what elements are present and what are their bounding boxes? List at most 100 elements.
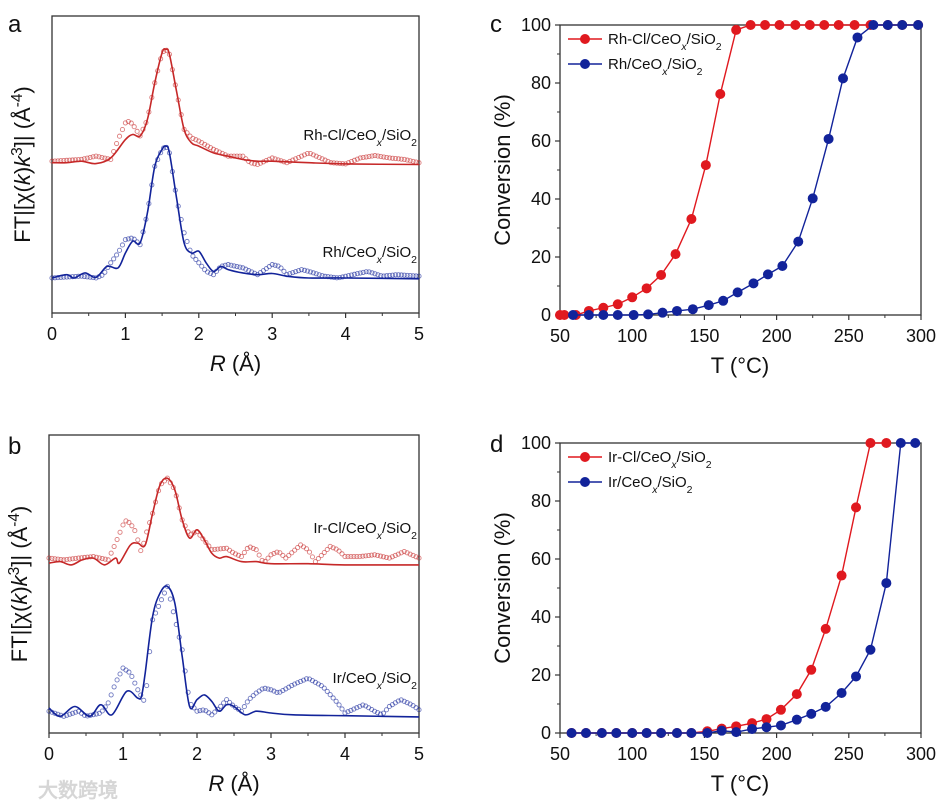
exp-data-point (392, 156, 399, 162)
exp-data-point (144, 683, 150, 689)
plot-frame (48, 434, 420, 734)
exp-data-point (116, 133, 123, 139)
y-axis-title-part: k (7, 593, 32, 605)
exp-data-point (228, 262, 234, 268)
exp-data-point (351, 706, 357, 712)
x-tick-label: 2 (192, 744, 202, 764)
exp-data-point (99, 708, 105, 714)
exp-data-point (167, 596, 173, 602)
exp-data-point (310, 152, 316, 158)
exp-data-point (96, 555, 102, 561)
exp-data-point (210, 272, 217, 278)
x-axis-title-part: (Å) (224, 771, 259, 796)
exp-data-point (247, 695, 253, 701)
series-label: Ir/CeOx/SiO2 (333, 670, 418, 692)
exp-data-point (64, 556, 70, 563)
data-point (627, 728, 638, 738)
exp-data-point (295, 680, 301, 686)
x-tick-label: 150 (689, 326, 719, 346)
exp-data-point (190, 253, 196, 259)
x-tick-label: 3 (266, 744, 276, 764)
exp-data-point (330, 695, 336, 701)
exp-data-point (105, 557, 111, 563)
exp-data-point (357, 270, 363, 276)
data-point (913, 20, 924, 30)
data-point (671, 305, 682, 316)
exp-data-point (246, 268, 252, 274)
exp-data-point (244, 545, 250, 552)
exp-data-point (348, 707, 354, 713)
exp-data-point (265, 686, 271, 692)
data-point (745, 20, 756, 30)
exp-data-point (234, 263, 240, 270)
exp-data-point (126, 669, 132, 675)
exp-data-point (281, 268, 287, 274)
data-point (838, 73, 849, 84)
exp-data-point (269, 155, 275, 161)
series-label-part: 2 (411, 530, 417, 542)
data-point (851, 502, 862, 513)
exp-data-point (401, 548, 407, 555)
exp-data-point (280, 552, 286, 559)
exp-data-point (278, 265, 284, 271)
exp-data-point (395, 272, 401, 278)
exp-data-point (155, 603, 162, 609)
exp-data-point (360, 553, 366, 559)
data-point (881, 438, 892, 448)
legend-label-part: /SiO (677, 449, 706, 466)
x-tick-label: 4 (340, 744, 350, 764)
exp-data-point (372, 153, 378, 159)
data-point (702, 728, 713, 738)
x-axis-title-part: R (210, 351, 226, 376)
data-point (806, 664, 817, 675)
data-point (881, 578, 892, 589)
x-tick-label: 200 (762, 326, 792, 346)
data-point (807, 193, 818, 204)
exp-data-point (316, 272, 322, 278)
y-tick-label: 40 (531, 189, 551, 209)
legend-label-part: x (680, 41, 687, 53)
exp-data-point (377, 553, 384, 559)
data-point (559, 310, 570, 320)
exp-data-point (328, 274, 334, 280)
panel-d: d 50 100 150 200 250 300 0 20 40 60 80 100 Conversion… (490, 431, 936, 764)
data-point (731, 727, 742, 738)
exp-data-point (395, 156, 401, 162)
exp-data-point (268, 687, 274, 693)
exp-data-point (108, 550, 114, 556)
exp-data-point (293, 269, 299, 275)
legend-label-part: /SiO (687, 31, 716, 48)
series-label-part: Ir/CeO (333, 670, 377, 687)
exp-data-point (383, 707, 389, 713)
exp-data-point (193, 256, 199, 263)
exp-data-point (342, 554, 348, 560)
exp-data-point (205, 269, 211, 275)
exp-data-point (218, 703, 224, 709)
y-axis-title-part: ) (10, 86, 35, 93)
legend-label-part: x (670, 459, 677, 471)
exp-data-point (70, 710, 76, 716)
y-axis-title-part: ) (10, 167, 35, 174)
exp-data-point (380, 554, 387, 560)
data-point (598, 310, 609, 320)
exp-data-point (250, 545, 256, 551)
series-label: Rh/CeOx/SiO2 (323, 244, 418, 266)
exp-data-point (73, 709, 79, 715)
exp-data-point (410, 552, 416, 559)
exp-data-point (108, 692, 114, 698)
x-tick-label: 2 (194, 324, 204, 344)
exp-data-point (289, 683, 295, 689)
exp-data-point (289, 550, 295, 556)
series-label-part: x (376, 530, 383, 542)
exp-data-point (293, 156, 299, 162)
data-point (910, 438, 921, 448)
legend-label-part: 2 (697, 66, 703, 78)
data-point (833, 20, 844, 30)
exp-data-point (416, 160, 422, 166)
exp-data-point (252, 270, 258, 276)
exp-data-point (185, 689, 191, 695)
exp-data-point (315, 556, 321, 562)
exp-data-point (215, 546, 221, 552)
data-point (806, 708, 817, 719)
series-label-part: x (376, 137, 383, 149)
